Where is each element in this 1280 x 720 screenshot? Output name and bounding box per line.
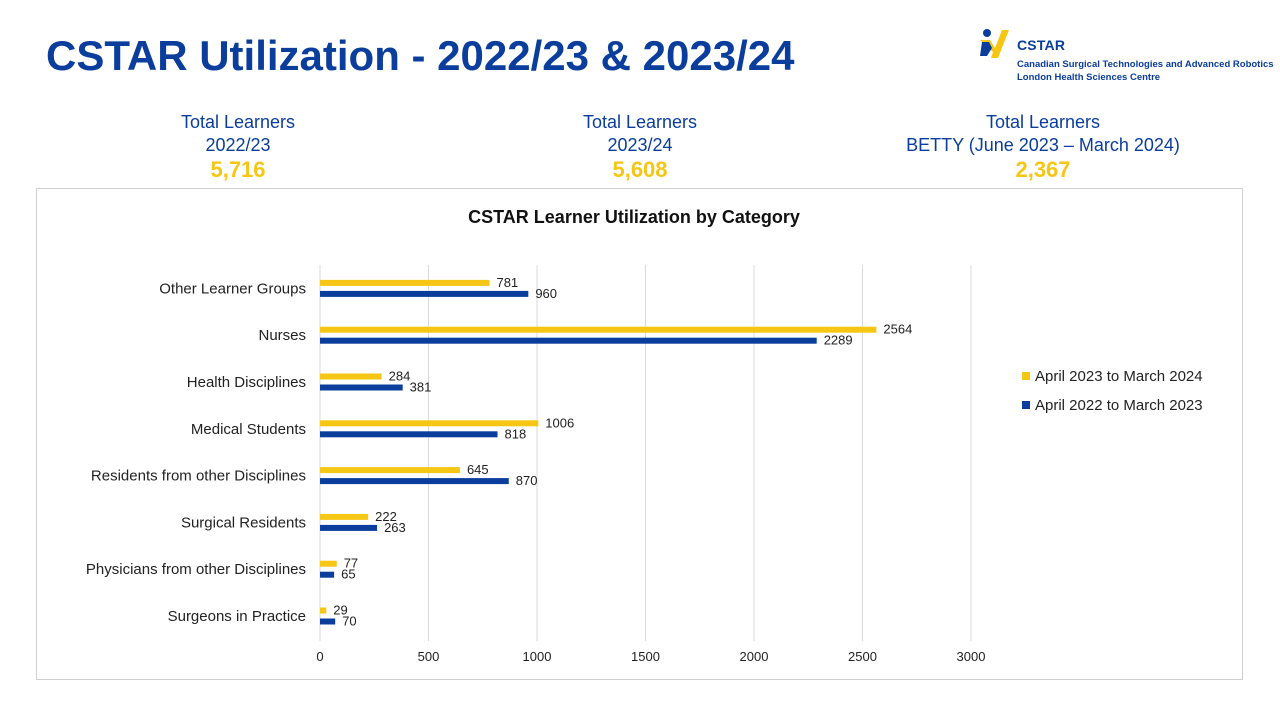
data-label: 284 bbox=[389, 369, 411, 384]
category-label: Medical Students bbox=[191, 421, 306, 438]
data-label: 65 bbox=[341, 567, 355, 582]
bar bbox=[320, 326, 877, 333]
data-label: 960 bbox=[535, 286, 557, 301]
category-label: Surgeons in Practice bbox=[168, 608, 306, 625]
logo-subtitle-1: Canadian Surgical Technologies and Advan… bbox=[1017, 59, 1274, 70]
stat-label: Total Learners bbox=[985, 112, 1101, 132]
stat-period: BETTY (June 2023 – March 2024) bbox=[906, 135, 1180, 155]
legend-swatch bbox=[1022, 401, 1030, 409]
bar bbox=[320, 420, 539, 427]
logo-name: CSTAR bbox=[1017, 37, 1066, 53]
cstar-logo: CSTAR Canadian Surgical Technologies and… bbox=[978, 26, 1274, 88]
stat-total-betty: Total Learners BETTY (June 2023 – March … bbox=[863, 111, 1223, 183]
bar bbox=[320, 373, 382, 380]
cstar-logo-icon bbox=[980, 29, 1009, 58]
stat-period: 2022/23 bbox=[205, 135, 271, 155]
stat-value: 2,367 bbox=[1015, 157, 1071, 182]
chart-title: CSTAR Learner Utilization by Category bbox=[468, 207, 800, 227]
bar bbox=[320, 513, 369, 520]
legend: April 2023 to March 2024 April 2022 to Ma… bbox=[1022, 368, 1203, 414]
page-title: CSTAR Utilization - 2022/23 & 2023/24 bbox=[46, 32, 795, 79]
data-label: 70 bbox=[342, 614, 356, 629]
bar bbox=[320, 560, 337, 567]
bar bbox=[320, 384, 403, 391]
data-label: 29 bbox=[333, 603, 347, 618]
data-label: 222 bbox=[375, 509, 397, 524]
bar bbox=[320, 279, 490, 286]
bar bbox=[320, 431, 498, 438]
category-label: Other Learner Groups bbox=[159, 280, 306, 297]
data-label: 381 bbox=[410, 380, 432, 395]
legend-swatch bbox=[1022, 372, 1030, 380]
chart-container: CSTAR Learner Utilization by Category 0 5… bbox=[36, 188, 1243, 680]
bar bbox=[320, 467, 460, 474]
data-label: 870 bbox=[516, 473, 538, 488]
stat-total-2022-23: Total Learners 2022/23 5,716 bbox=[58, 111, 418, 183]
bar bbox=[320, 478, 509, 485]
x-tick-label: 2500 bbox=[848, 649, 877, 664]
data-label: 781 bbox=[496, 275, 518, 290]
x-tick-label: 0 bbox=[316, 649, 323, 664]
bar bbox=[320, 524, 378, 531]
category-label: Physicians from other Disciplines bbox=[86, 561, 306, 578]
bar bbox=[320, 290, 529, 297]
labels: 0 500 1000 1500 2000 2500 3000 Other Learner Gr… bbox=[86, 275, 986, 664]
stat-value: 5,716 bbox=[210, 157, 266, 182]
stat-value: 5,608 bbox=[612, 157, 668, 182]
logo-subtitle-2: London Health Sciences Centre bbox=[1017, 72, 1161, 83]
x-tick-label: 500 bbox=[418, 649, 440, 664]
category-label: Nurses bbox=[258, 327, 306, 344]
category-label: Residents from other Disciplines bbox=[91, 468, 306, 485]
stat-label: Total Learners bbox=[582, 112, 698, 132]
grid-lines bbox=[319, 265, 972, 641]
data-label: 77 bbox=[344, 556, 358, 571]
bar bbox=[320, 618, 336, 625]
bar bbox=[320, 337, 817, 344]
x-tick-label: 2000 bbox=[740, 649, 769, 664]
stat-label: Total Learners bbox=[180, 112, 296, 132]
data-label: 818 bbox=[505, 426, 527, 441]
x-tick-label: 1500 bbox=[631, 649, 660, 664]
x-tick-label: 3000 bbox=[957, 649, 986, 664]
legend-label: April 2022 to March 2023 bbox=[1035, 397, 1203, 414]
bar bbox=[320, 607, 327, 614]
x-tick-label: 1000 bbox=[523, 649, 552, 664]
stat-period: 2023/24 bbox=[607, 135, 673, 155]
category-label: Health Disciplines bbox=[187, 374, 306, 391]
data-label: 1006 bbox=[545, 415, 574, 430]
bar bbox=[320, 571, 335, 578]
data-label: 2564 bbox=[883, 322, 912, 337]
data-label: 2289 bbox=[824, 333, 853, 348]
legend-label: April 2023 to March 2024 bbox=[1035, 368, 1203, 385]
data-label: 645 bbox=[467, 462, 489, 477]
data-label: 263 bbox=[384, 520, 406, 535]
bars bbox=[320, 279, 877, 625]
stat-total-2023-24: Total Learners 2023/24 5,608 bbox=[460, 111, 820, 183]
bar-chart: CSTAR Learner Utilization by Category 0 5… bbox=[86, 207, 1203, 664]
category-label: Surgical Residents bbox=[181, 514, 306, 531]
